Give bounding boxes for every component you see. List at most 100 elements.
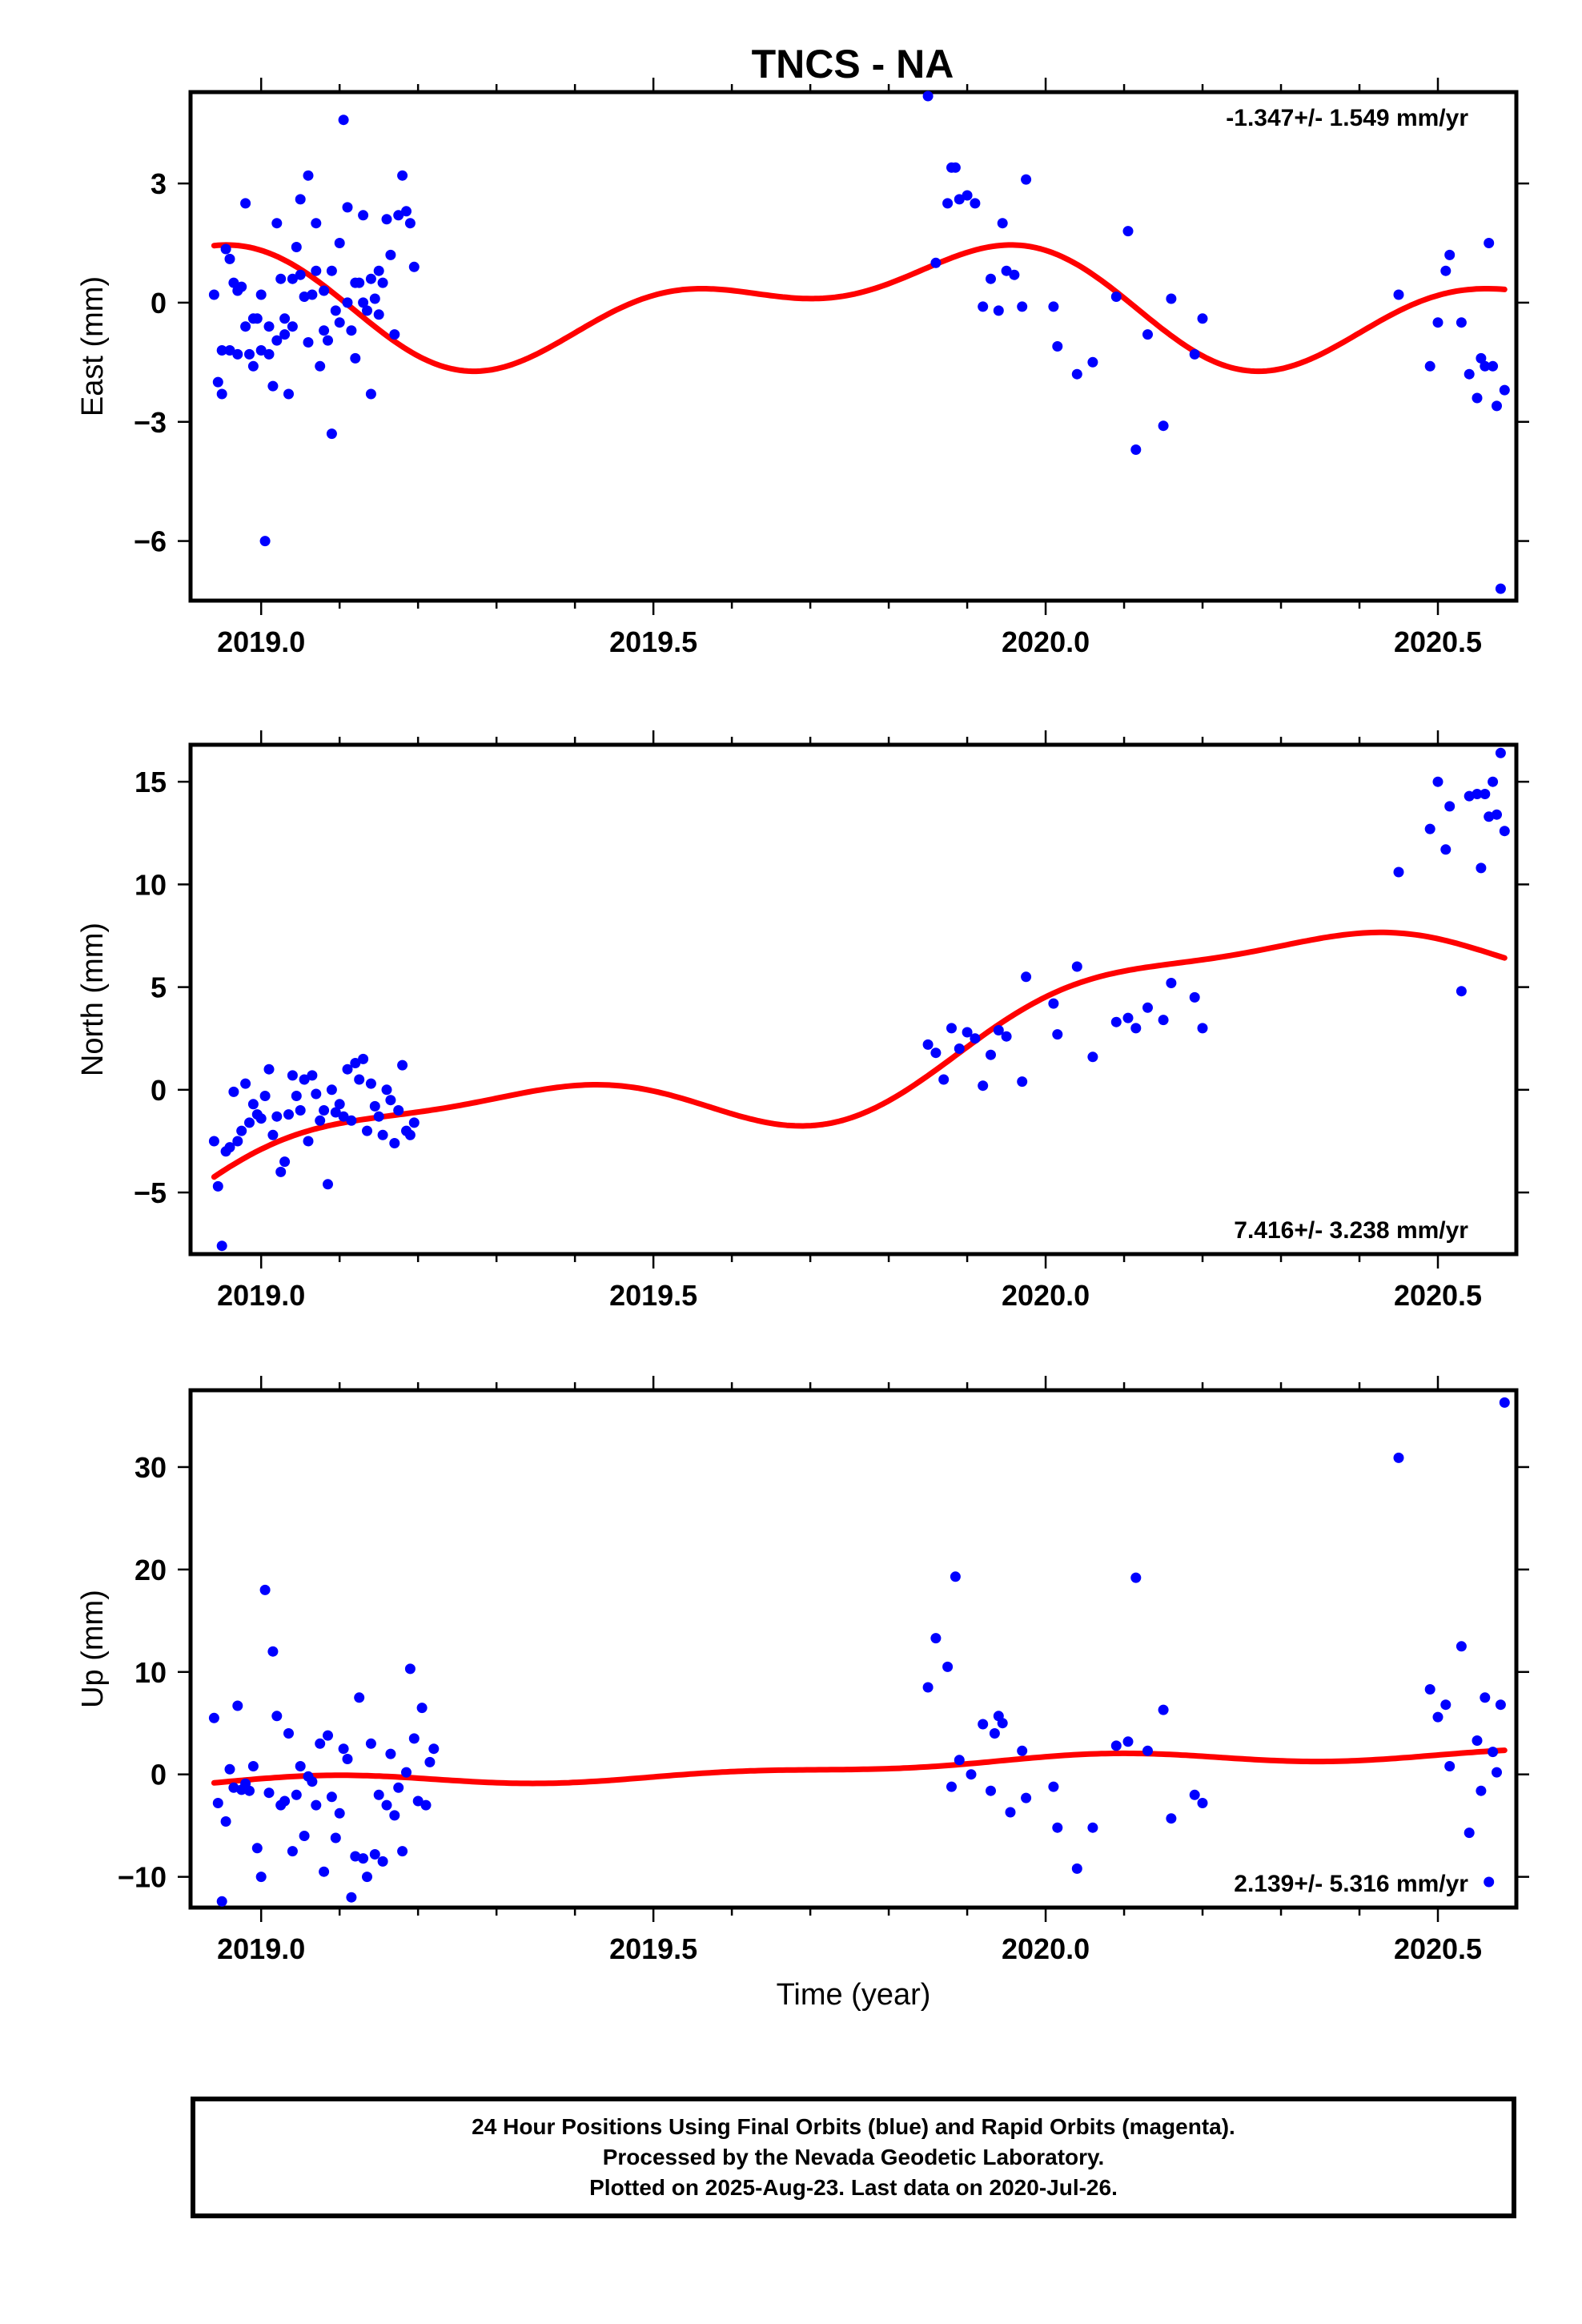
north-x-tick-label: 2019.0: [217, 1279, 305, 1312]
east-data-point: [1499, 384, 1510, 396]
north-data-point: [247, 1099, 259, 1110]
up-data-point: [267, 1646, 279, 1657]
north-frame: [188, 742, 1519, 1256]
east-data-point: [311, 265, 322, 276]
north-data-point: [1484, 811, 1495, 822]
north-data-point: [1110, 1016, 1122, 1027]
north-data-point: [1456, 986, 1467, 997]
north-data-point: [385, 1095, 396, 1106]
north-data-point: [283, 1109, 294, 1120]
east-data-point: [970, 198, 981, 209]
east-data-point: [1189, 348, 1200, 360]
east-data-point: [997, 218, 1008, 229]
north-data-point: [373, 1111, 384, 1122]
north-data-point: [954, 1043, 965, 1054]
north-data-point: [1130, 1023, 1142, 1034]
east-data-point: [1197, 313, 1208, 324]
up-data-point: [212, 1798, 223, 1808]
east-data-point: [369, 293, 380, 304]
east-data-point: [295, 269, 306, 280]
up-data-point: [922, 1682, 934, 1693]
north-data-point: [1424, 823, 1435, 834]
up-data-point: [986, 1785, 996, 1796]
north-data-point: [393, 1105, 404, 1116]
up-data-point: [404, 1663, 416, 1675]
east-data-point: [287, 321, 298, 332]
north-data-point: [208, 1136, 219, 1147]
east-data-point: [950, 162, 961, 173]
north-x-tick-label: 2020.5: [1394, 1279, 1482, 1312]
east-fit-curve: [211, 242, 1508, 375]
north-data-point: [323, 1179, 333, 1190]
east-data-point: [271, 218, 283, 229]
east-data-point: [259, 536, 271, 547]
east-data-point: [319, 325, 330, 336]
east-data-point: [1424, 360, 1435, 372]
east-data-point: [377, 277, 388, 288]
north-data-point: [307, 1070, 318, 1081]
north-data-point: [1052, 1029, 1063, 1040]
north-data-point: [381, 1084, 392, 1096]
up-data-point: [350, 1851, 361, 1862]
east-data-point: [1071, 368, 1082, 380]
east-data-point: [224, 345, 235, 356]
north-data-point: [311, 1088, 322, 1100]
up-x-tick-label: 2020.5: [1394, 1932, 1482, 1965]
north-data-point: [1048, 998, 1059, 1009]
up-rate-label: 2.139+/- 5.316 mm/yr: [1234, 1871, 1468, 1897]
east-x-tick-label: 2019.0: [217, 625, 305, 658]
east-data-point: [291, 242, 302, 252]
up-data-point: [244, 1785, 255, 1796]
east-data-point: [255, 289, 267, 300]
up-data-point: [1456, 1641, 1467, 1652]
up-data-point: [1021, 1792, 1032, 1803]
up-panel: 2019.0 2019.5 2020.0 2020.5 30 20 10 0 −10 Up (mm…: [76, 1376, 1529, 1965]
north-data-point: [212, 1180, 223, 1192]
up-data-point: [1017, 1745, 1028, 1756]
up-data-point: [428, 1743, 440, 1755]
north-data-point: [240, 1078, 251, 1089]
north-data-point: [397, 1059, 408, 1071]
up-data-point: [420, 1799, 432, 1811]
north-data-point: [369, 1100, 380, 1112]
north-y-tick-label: 5: [151, 971, 167, 1004]
east-data-point: [1495, 583, 1506, 594]
north-data-point: [326, 1084, 337, 1096]
north-data-point: [970, 1033, 981, 1044]
north-y-tick-label: 0: [151, 1074, 167, 1107]
east-data-point: [1158, 420, 1169, 432]
north-data-point: [993, 1025, 1004, 1035]
east-data-point: [232, 348, 243, 360]
up-y-tick-label: 10: [135, 1656, 167, 1689]
east-data-point: [224, 253, 235, 264]
east-data-point: [1464, 368, 1475, 380]
east-data-point: [311, 218, 322, 229]
up-data-point: [385, 1748, 396, 1759]
north-data-point: [350, 1058, 361, 1068]
north-data-point: [1480, 789, 1491, 799]
north-data-point: [346, 1115, 357, 1126]
up-data-point: [1492, 1767, 1502, 1778]
east-data-point: [342, 202, 353, 213]
up-data-point: [942, 1661, 954, 1672]
up-data-point: [358, 1853, 369, 1864]
north-data-point: [279, 1156, 291, 1168]
north-data-point: [986, 1049, 996, 1060]
east-data-point: [1480, 360, 1491, 372]
east-data-point: [362, 305, 372, 316]
up-x-tick-label: 2019.5: [609, 1932, 697, 1965]
up-data-point: [271, 1711, 283, 1722]
north-data-point: [315, 1115, 326, 1126]
east-data-point: [922, 90, 934, 102]
east-data-point: [307, 289, 318, 300]
east-data-point: [1017, 301, 1028, 312]
chart-title: TNCS - NA: [752, 42, 954, 86]
east-data-point: [1456, 317, 1467, 328]
up-data-point: [1393, 1452, 1404, 1463]
north-data-point: [267, 1129, 279, 1140]
north-data-point: [389, 1138, 400, 1148]
north-data-point: [263, 1063, 275, 1075]
up-data-point: [1432, 1711, 1443, 1723]
up-data-point: [330, 1832, 341, 1844]
up-y-axis-label: Up (mm): [76, 1590, 110, 1708]
